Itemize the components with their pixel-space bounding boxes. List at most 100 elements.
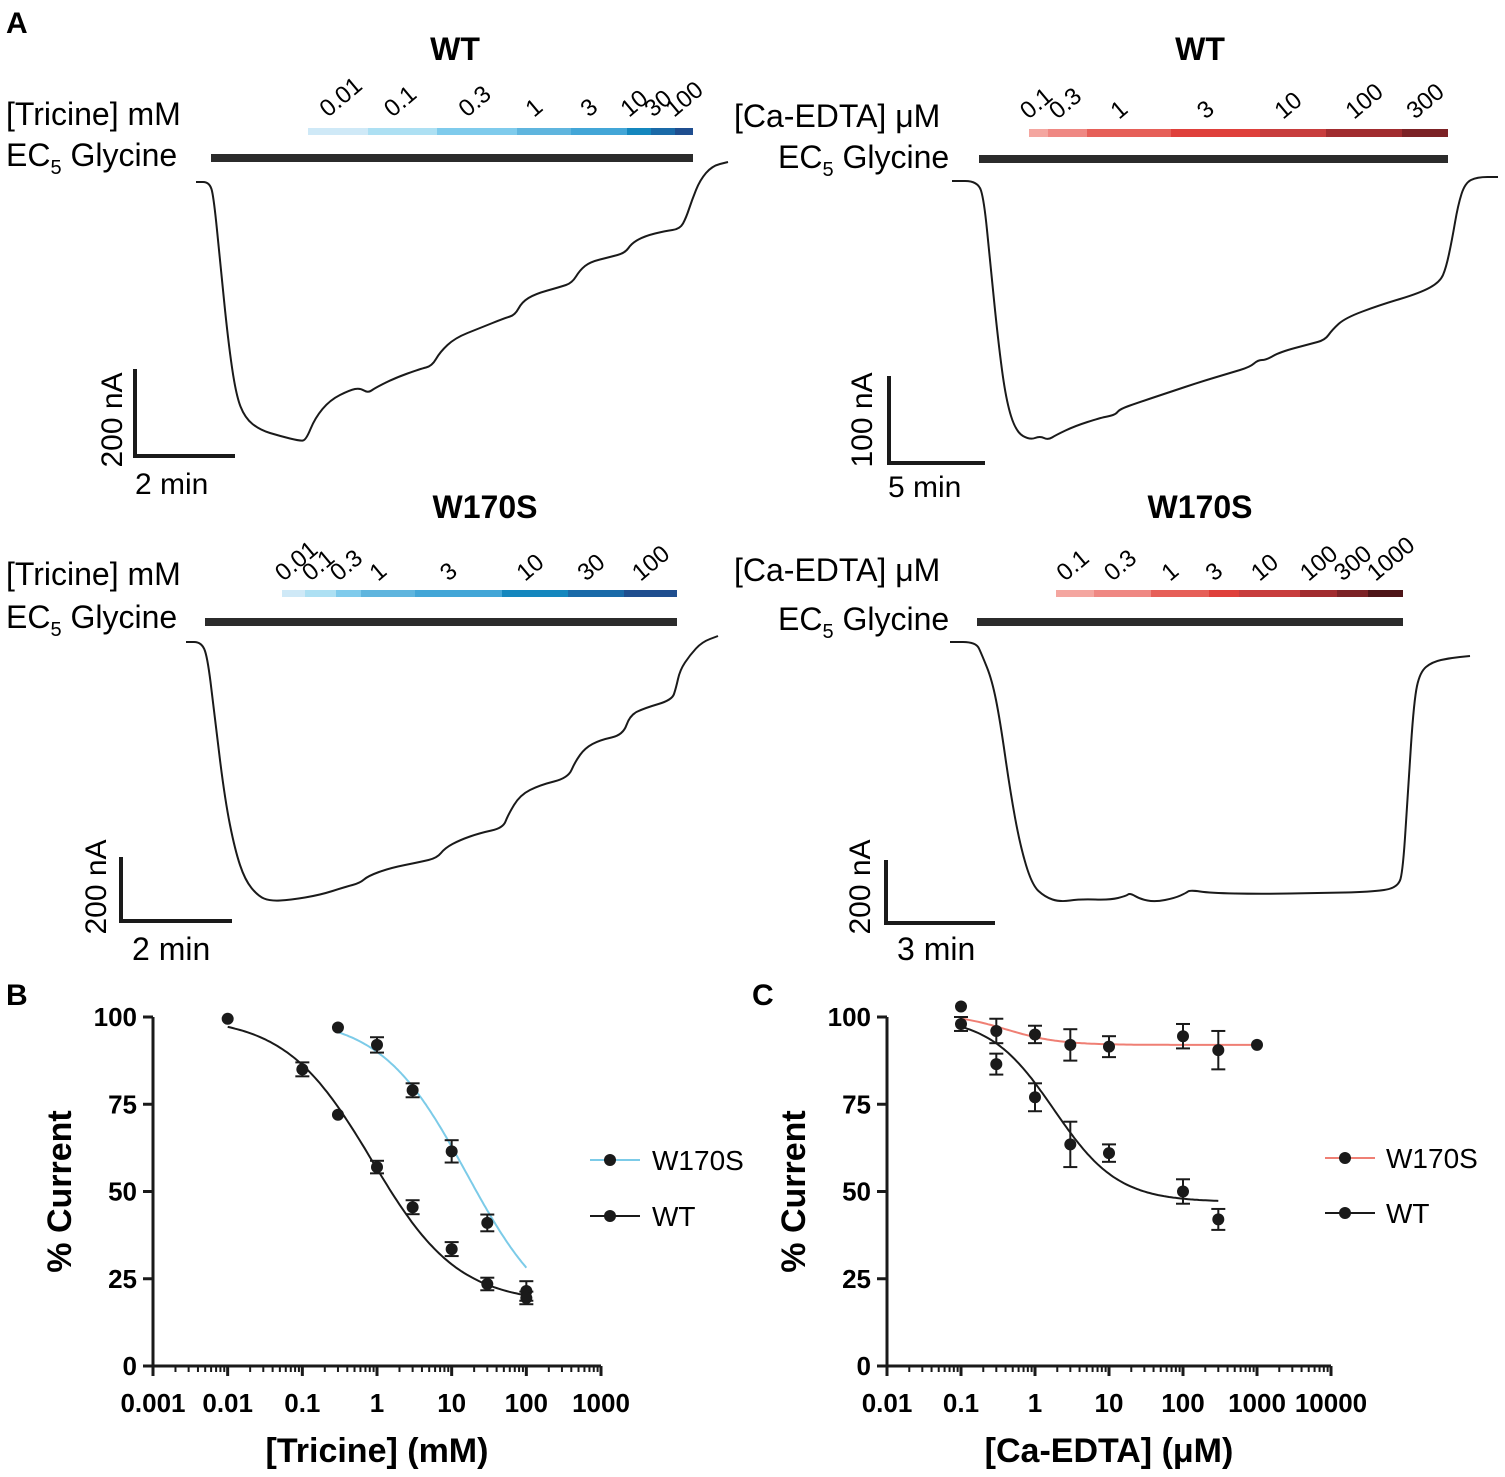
conc-segment	[336, 590, 361, 597]
x-tick-label: 0.1	[943, 1388, 979, 1418]
current-trace	[951, 176, 1498, 440]
data-point-wt	[1212, 1213, 1225, 1226]
data-point-wt	[371, 1161, 383, 1174]
glycine-label: EC5 Glycine	[778, 601, 949, 643]
conc-label: 10	[1246, 549, 1284, 587]
conc-label: 100	[1341, 78, 1389, 124]
x-tick-label: 10000	[1295, 1388, 1367, 1418]
y-tick-label: 0	[857, 1351, 871, 1381]
panel-label-a: A	[6, 7, 28, 40]
data-point-w170s	[445, 1145, 458, 1158]
chart-c-caedta: 0.01 0.1 1 10 100 1000 10000 0 25 50 75 100 [Ca-EDTA…	[775, 1000, 1367, 1470]
y-tick-label: 75	[842, 1089, 871, 1119]
current-trace	[196, 161, 729, 442]
data-point-w170s	[1103, 1040, 1115, 1053]
x-tick-label: 1	[370, 1388, 384, 1418]
drug-label: [Tricine] mM	[6, 556, 181, 592]
data-point-w170s	[371, 1038, 383, 1051]
conc-segment	[437, 128, 517, 135]
conc-label: 30	[573, 549, 611, 587]
conc-label: 300	[1402, 78, 1450, 124]
conc-segment	[415, 590, 502, 597]
drug-label: [Tricine] mM	[6, 96, 181, 132]
data-point-wt	[1103, 1147, 1115, 1160]
conc-label: 0.3	[1099, 544, 1142, 586]
data-point-w170s	[955, 1000, 967, 1013]
data-point-w170s	[1064, 1038, 1077, 1051]
scale-x-label: 5 min	[888, 471, 961, 504]
panel-label-c: C	[752, 979, 774, 1012]
trace-panel-wt-tricine: WT [Tricine] mM EC5 Glycine 0.01 0.1 0.3 1 3…	[6, 31, 729, 501]
y-tick-label: 50	[842, 1177, 871, 1207]
trace-title: W170S	[1148, 489, 1253, 525]
data-point-wt	[1177, 1185, 1189, 1198]
fit-curve-wt	[960, 1025, 1219, 1202]
trace-panel-w170s-caedta: W170S [Ca-EDTA] μM EC5 Glycine 0.1 0.3 1 3 1…	[734, 489, 1471, 967]
scale-x-label: 2 min	[135, 468, 208, 501]
conc-segment	[1402, 129, 1448, 137]
y-axis-label: % Current	[775, 1110, 813, 1272]
scale-bar	[887, 376, 985, 465]
conc-label: 0.1	[379, 80, 422, 122]
conc-label: 3	[435, 557, 463, 586]
current-trace	[950, 641, 1471, 903]
conc-segment	[1260, 129, 1326, 137]
conc-label: 0.3	[1044, 82, 1087, 124]
legend-marker-w170s	[1339, 1152, 1351, 1164]
scale-y-label: 100 nA	[846, 372, 879, 467]
y-tick-label: 75	[108, 1089, 137, 1119]
legend-label-wt: WT	[1386, 1198, 1430, 1229]
legend-label-w170s: W170S	[652, 1145, 744, 1176]
y-tick-label: 25	[108, 1264, 137, 1294]
conc-segment	[624, 590, 677, 597]
x-tick-label: 0.01	[202, 1388, 253, 1418]
data-point-wt	[520, 1291, 533, 1304]
conc-segment	[627, 128, 651, 135]
trace-title: WT	[430, 31, 480, 67]
data-point-w170s	[990, 1024, 1003, 1037]
x-tick-label: 1000	[1228, 1388, 1286, 1418]
conc-segment	[308, 128, 368, 135]
current-trace	[186, 635, 719, 902]
scale-x-label: 3 min	[897, 931, 975, 967]
conc-label: 0.1	[1052, 544, 1095, 586]
legend-c: W170S WT	[1325, 1143, 1478, 1229]
data-point-wt	[955, 1017, 967, 1030]
conc-segment	[651, 128, 675, 135]
conc-segment	[368, 128, 437, 135]
conc-segment	[502, 590, 568, 597]
conc-segment	[282, 590, 305, 597]
conc-segment	[571, 128, 627, 135]
glycine-label: EC5 Glycine	[6, 599, 177, 641]
conc-label: 100	[661, 76, 709, 122]
x-tick-label: 100	[505, 1388, 548, 1418]
conc-label: 3	[1192, 95, 1220, 124]
data-point-w170s	[1177, 1030, 1189, 1043]
conc-label: 0.01	[315, 72, 368, 123]
conc-segment	[1029, 129, 1048, 137]
conc-label: 1	[521, 93, 549, 122]
conc-segment	[1087, 129, 1171, 137]
y-tick-label: 100	[94, 1002, 137, 1032]
data-point-wt	[296, 1063, 309, 1076]
y-tick-label: 50	[108, 1177, 137, 1207]
x-tick-label: 0.001	[120, 1388, 185, 1418]
conc-label: 3	[576, 93, 604, 122]
data-point-w170s	[481, 1216, 494, 1229]
conc-label: 1	[365, 557, 393, 586]
glycine-label: EC5 Glycine	[778, 139, 949, 181]
conc-segment	[1056, 590, 1094, 597]
conc-segment	[1337, 590, 1368, 597]
x-tick-label: 1	[1028, 1388, 1042, 1418]
trace-title: WT	[1175, 31, 1225, 67]
data-point-wt	[331, 1108, 344, 1121]
data-point-wt	[406, 1201, 419, 1214]
legend-label-wt: WT	[652, 1201, 696, 1232]
conc-segment	[517, 128, 571, 135]
scale-bar	[133, 369, 235, 458]
scale-bar	[119, 857, 232, 923]
